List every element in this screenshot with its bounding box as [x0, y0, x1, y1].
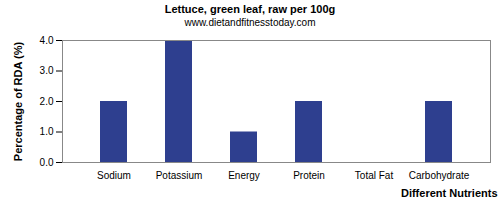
- svg-text:4.0: 4.0: [40, 35, 54, 46]
- svg-text:0.0: 0.0: [40, 157, 54, 168]
- html-text:www.dietandfitnesstoday.com: www.dietandfitnesstoday.com: [184, 17, 316, 28]
- svg-text:Protein: Protein: [293, 170, 325, 181]
- svg-text:Percentage of RDA (%): Percentage of RDA (%): [12, 41, 24, 161]
- svg-text:3.0: 3.0: [40, 65, 54, 76]
- svg-text:Different Nutrients: Different Nutrients: [401, 187, 498, 199]
- svg-text:Sodium: Sodium: [97, 170, 131, 181]
- svg-text:Potassium: Potassium: [156, 170, 203, 181]
- svg-text:2.0: 2.0: [40, 96, 54, 107]
- svg-text:Total Fat: Total Fat: [355, 170, 394, 181]
- svg-text:Energy: Energy: [228, 170, 260, 181]
- svg-text:Carbohydrate: Carbohydrate: [409, 170, 470, 181]
- svg-text:1.0: 1.0: [40, 126, 54, 137]
- html-text:Lettuce, green leaf, raw per 1: Lettuce, green leaf, raw per 100g: [164, 3, 336, 15]
